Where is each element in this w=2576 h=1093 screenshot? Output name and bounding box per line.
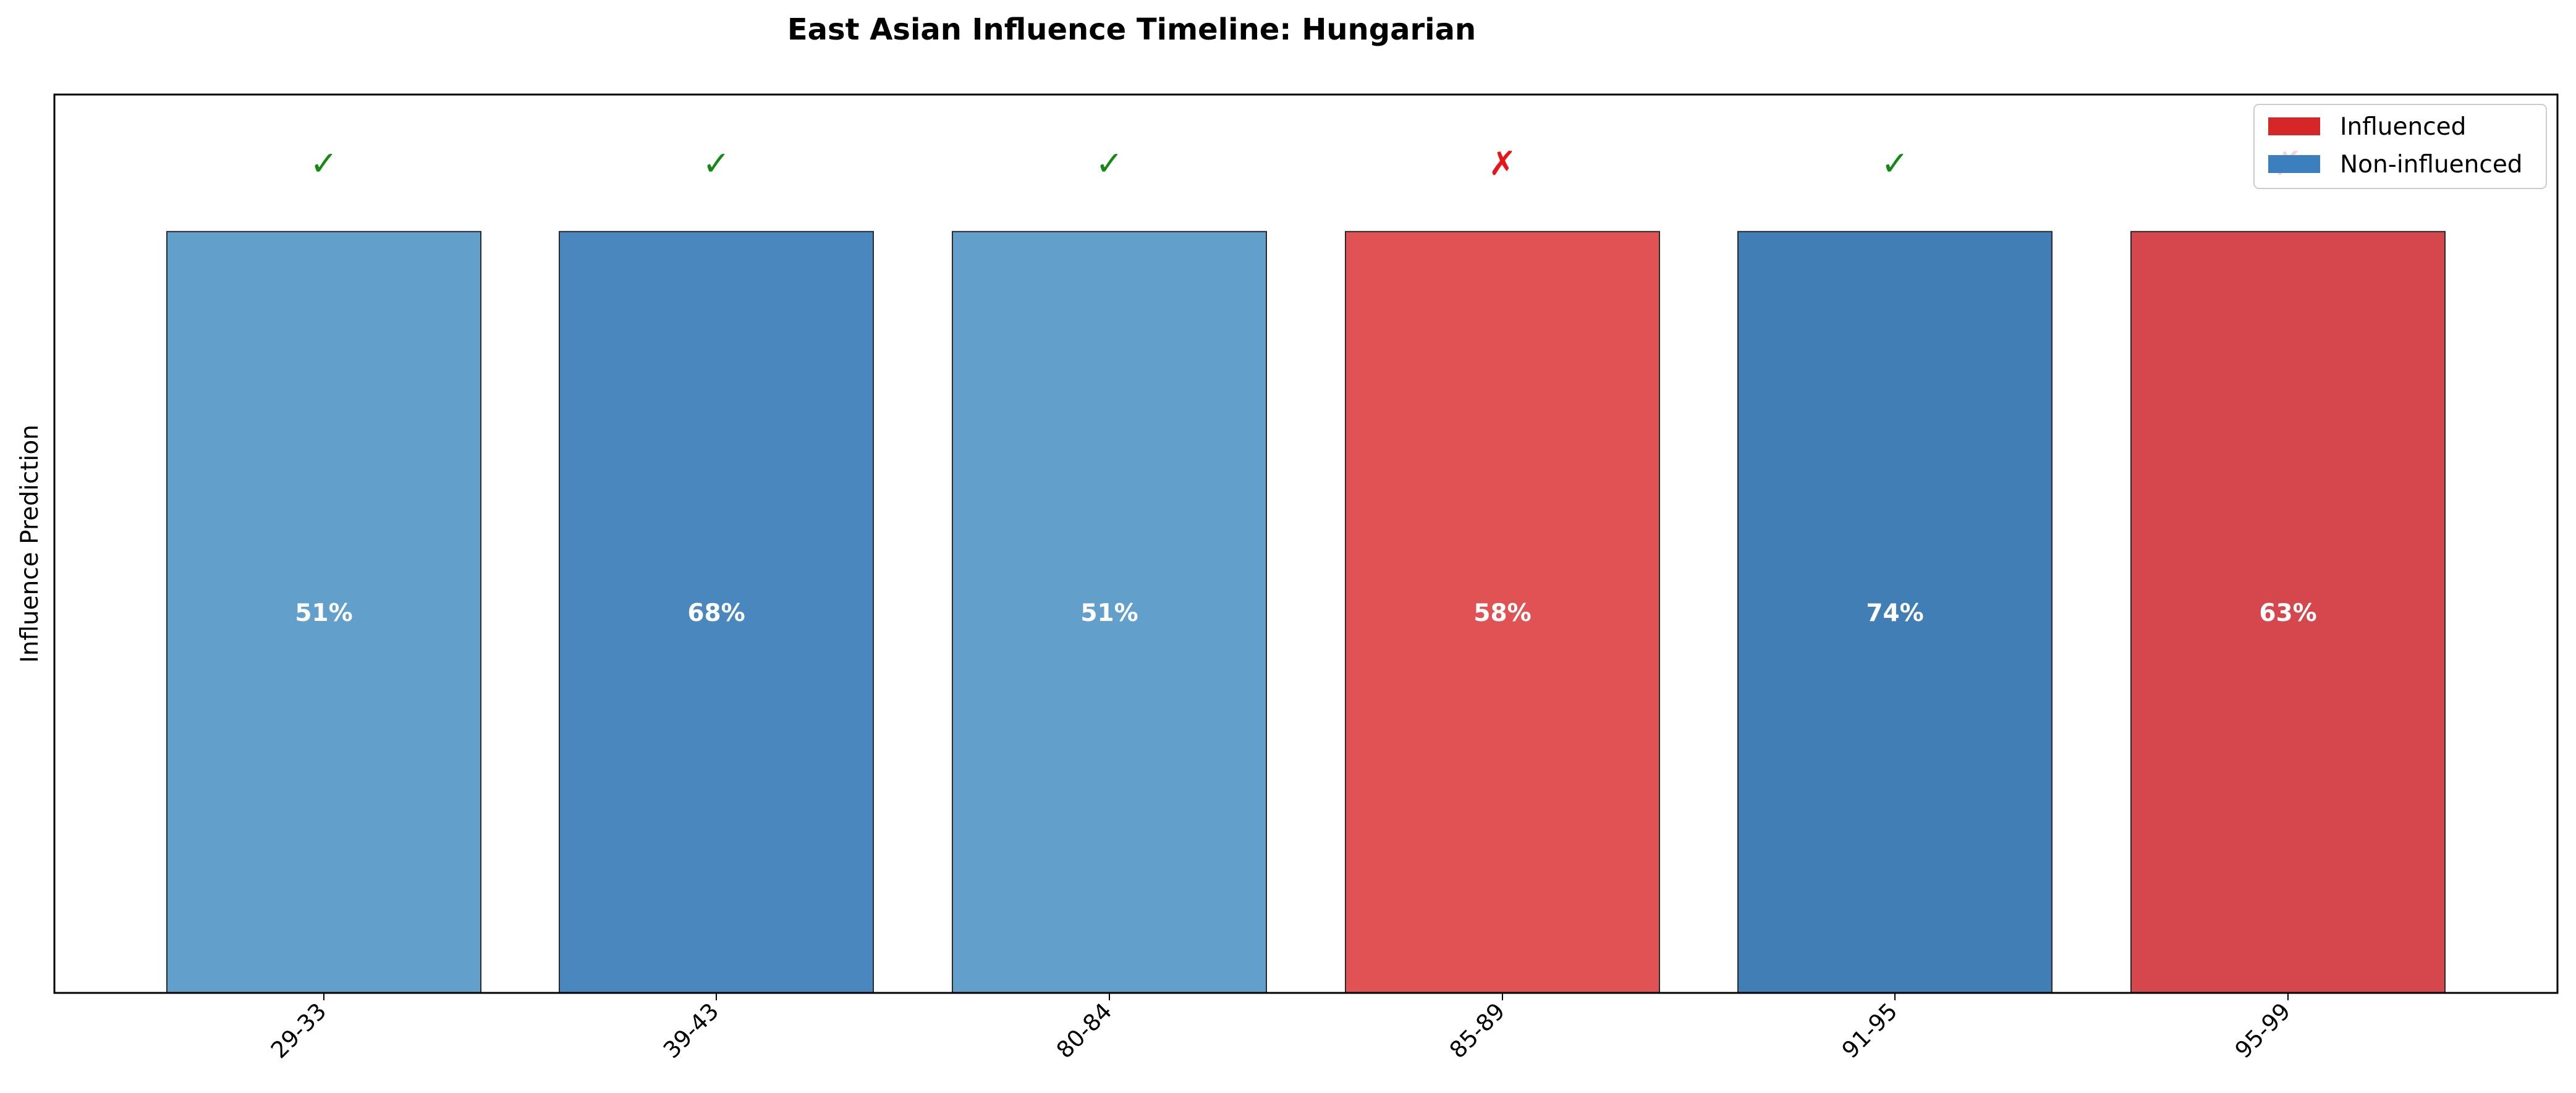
legend-swatch-influenced	[2268, 117, 2320, 135]
y-axis-label: Influence Prediction	[16, 424, 44, 663]
bar-80-84	[952, 230, 1267, 994]
plot-frame	[53, 93, 2559, 994]
marker-80-84: ✓	[1095, 144, 1123, 183]
legend-label-non-influenced: Non-influenced	[2340, 151, 2523, 179]
bar-95-99	[2130, 230, 2446, 994]
markers-layer: ✓✓✓✗✓✗	[310, 144, 2302, 183]
bar-91-95	[1737, 230, 2053, 994]
bar-29-33	[166, 230, 481, 994]
x-tick-label-95-99: 95-99	[2230, 998, 2295, 1063]
bar-label-85-89: 58%	[1473, 599, 1531, 627]
bar-labels-layer: 51% 68% 51% 58% 74% 63%	[295, 599, 2316, 627]
x-tick-label-91-95: 91-95	[1837, 998, 1902, 1063]
bars-layer	[166, 230, 2446, 994]
bar-label-29-33: 51%	[295, 599, 352, 627]
marker-91-95: ✓	[1881, 144, 1909, 183]
legend-label-influenced: Influenced	[2340, 113, 2466, 141]
bar-label-91-95: 74%	[1866, 599, 1923, 627]
marker-85-89: ✗	[1488, 144, 1516, 183]
marker-39-43: ✓	[702, 144, 730, 183]
chart-title: East Asian Influence Timeline: Hungarian	[787, 12, 1476, 47]
legend: Influenced Non-influenced	[2253, 104, 2547, 189]
marker-29-33: ✓	[310, 144, 337, 183]
legend-frame	[2253, 104, 2547, 189]
bar-39-43	[559, 230, 874, 994]
bar-label-80-84: 51%	[1080, 599, 1138, 627]
x-tick-label-80-84: 80-84	[1051, 998, 1117, 1063]
legend-swatch-non-influenced	[2268, 155, 2320, 173]
bar-label-39-43: 68%	[687, 599, 745, 627]
x-tick-label-39-43: 39-43	[658, 998, 724, 1063]
bar-label-95-99: 63%	[2259, 599, 2316, 627]
bar-85-89	[1345, 230, 1660, 994]
x-ticks-layer: 29-33 39-43 80-84 85-89 91-95 95-99	[266, 993, 2295, 1063]
x-tick-label-85-89: 85-89	[1444, 998, 1510, 1063]
x-tick-label-29-33: 29-33	[266, 998, 331, 1063]
